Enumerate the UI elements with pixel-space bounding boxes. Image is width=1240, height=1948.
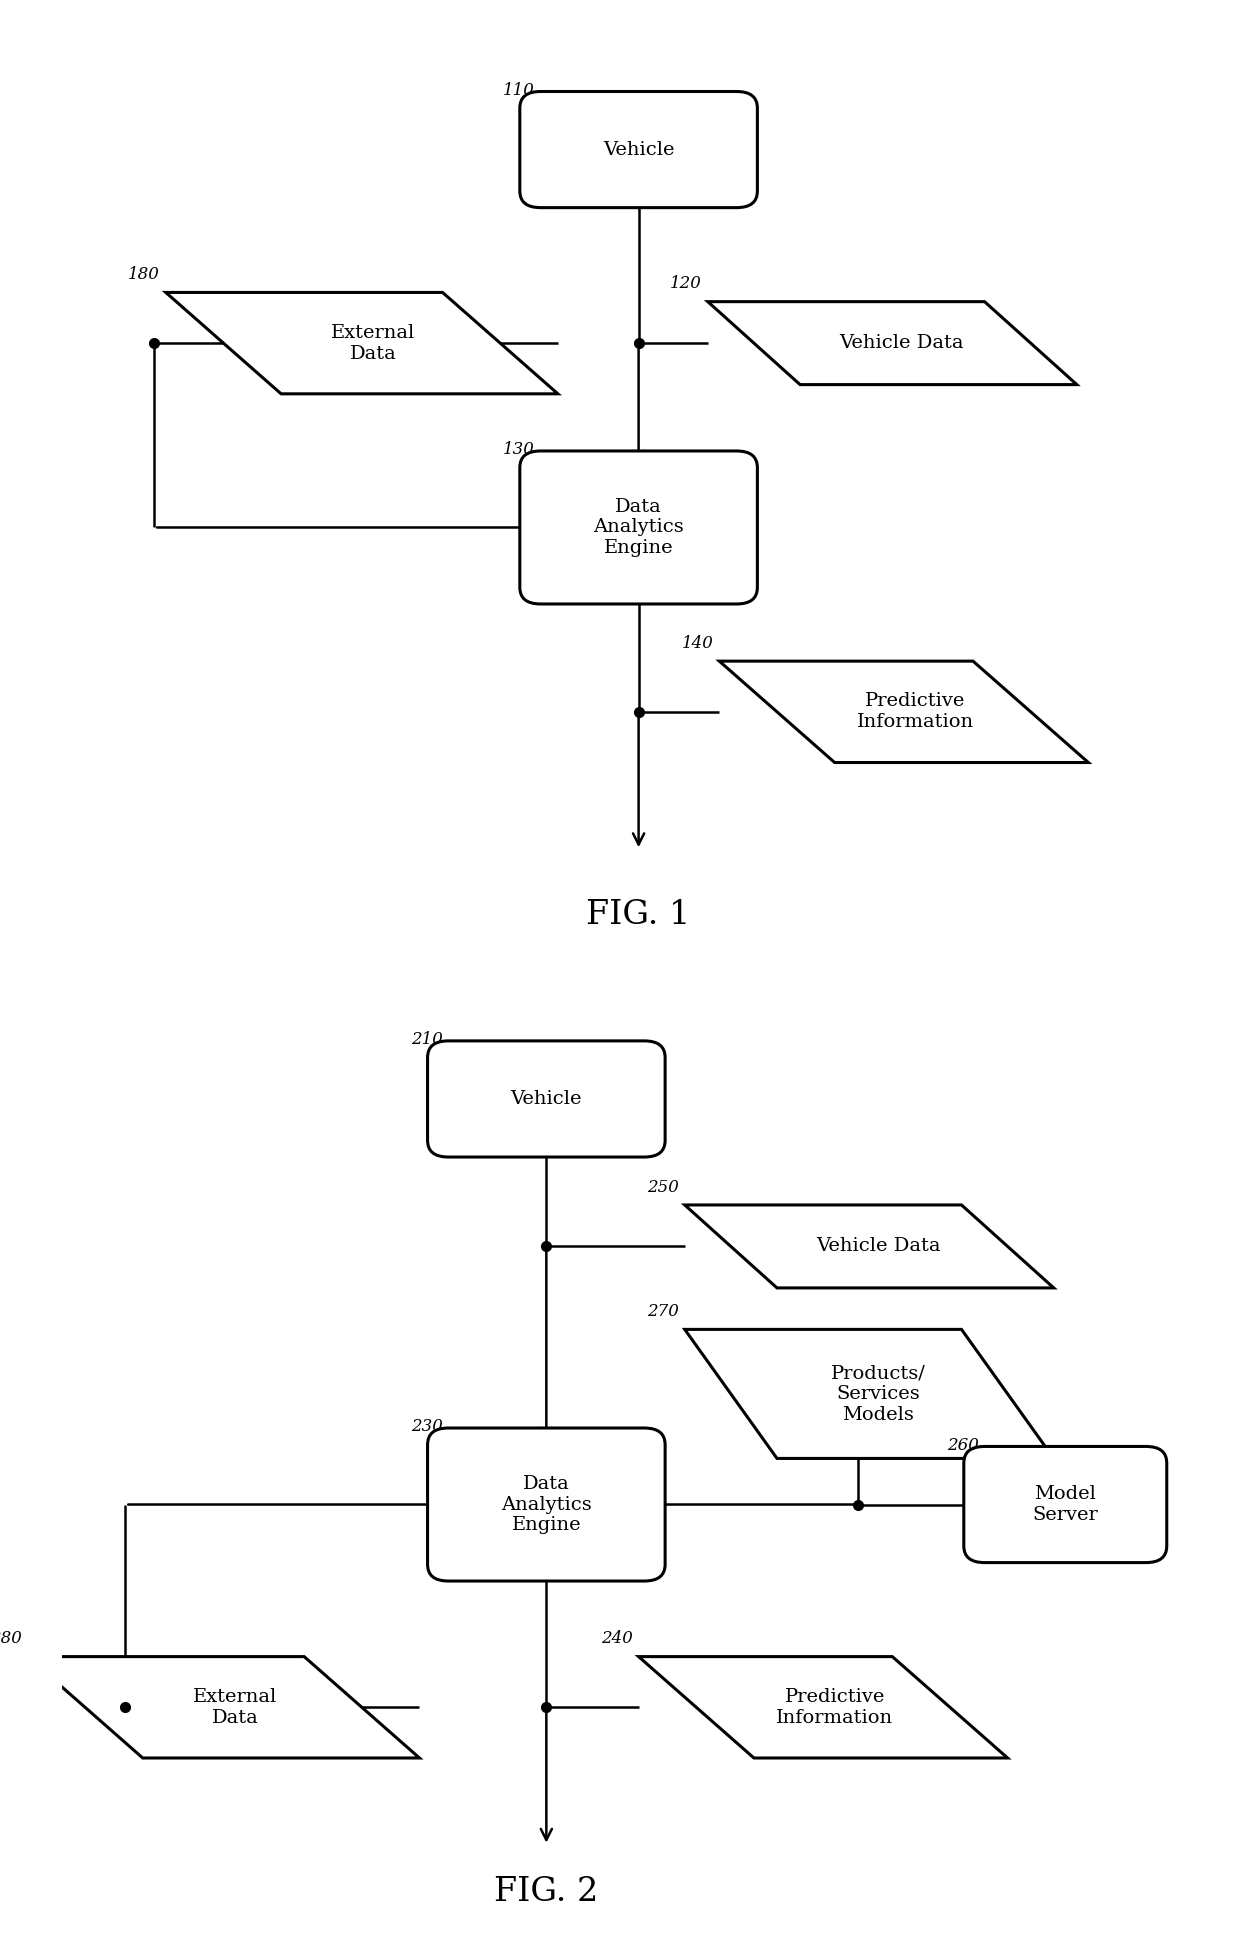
Text: 240: 240 bbox=[601, 1630, 632, 1648]
Text: Vehicle: Vehicle bbox=[603, 140, 675, 158]
Text: 180: 180 bbox=[128, 267, 160, 282]
Text: FIG. 1: FIG. 1 bbox=[587, 898, 691, 931]
Polygon shape bbox=[708, 302, 1076, 384]
Text: Products/
Services
Models: Products/ Services Models bbox=[831, 1364, 926, 1424]
FancyBboxPatch shape bbox=[520, 452, 758, 604]
Polygon shape bbox=[684, 1206, 1054, 1288]
Text: External
Data: External Data bbox=[331, 323, 415, 362]
Text: 130: 130 bbox=[503, 442, 534, 458]
FancyBboxPatch shape bbox=[963, 1447, 1167, 1562]
Text: 140: 140 bbox=[682, 635, 713, 653]
Text: 260: 260 bbox=[947, 1438, 978, 1453]
Text: 280: 280 bbox=[0, 1630, 21, 1648]
Text: Vehicle Data: Vehicle Data bbox=[816, 1237, 941, 1255]
Text: 210: 210 bbox=[410, 1030, 443, 1048]
Text: Vehicle: Vehicle bbox=[511, 1091, 582, 1108]
FancyBboxPatch shape bbox=[520, 92, 758, 208]
Text: 270: 270 bbox=[647, 1303, 680, 1321]
Polygon shape bbox=[27, 1656, 419, 1757]
Text: 110: 110 bbox=[503, 82, 534, 99]
Text: 230: 230 bbox=[410, 1418, 443, 1436]
Polygon shape bbox=[639, 1656, 1008, 1757]
Text: External
Data: External Data bbox=[193, 1687, 277, 1726]
Text: 120: 120 bbox=[670, 275, 702, 292]
Polygon shape bbox=[719, 660, 1089, 762]
Text: Predictive
Information: Predictive Information bbox=[857, 692, 973, 730]
Polygon shape bbox=[166, 292, 558, 393]
Text: FIG. 2: FIG. 2 bbox=[495, 1876, 599, 1907]
Text: Data
Analytics
Engine: Data Analytics Engine bbox=[501, 1475, 591, 1535]
Text: Model
Server: Model Server bbox=[1033, 1484, 1099, 1523]
Text: 250: 250 bbox=[647, 1179, 680, 1196]
Text: Predictive
Information: Predictive Information bbox=[776, 1687, 893, 1726]
FancyBboxPatch shape bbox=[428, 1040, 665, 1157]
FancyBboxPatch shape bbox=[428, 1428, 665, 1582]
Polygon shape bbox=[684, 1329, 1054, 1459]
Text: Data
Analytics
Engine: Data Analytics Engine bbox=[593, 497, 684, 557]
Text: Vehicle Data: Vehicle Data bbox=[839, 335, 963, 353]
